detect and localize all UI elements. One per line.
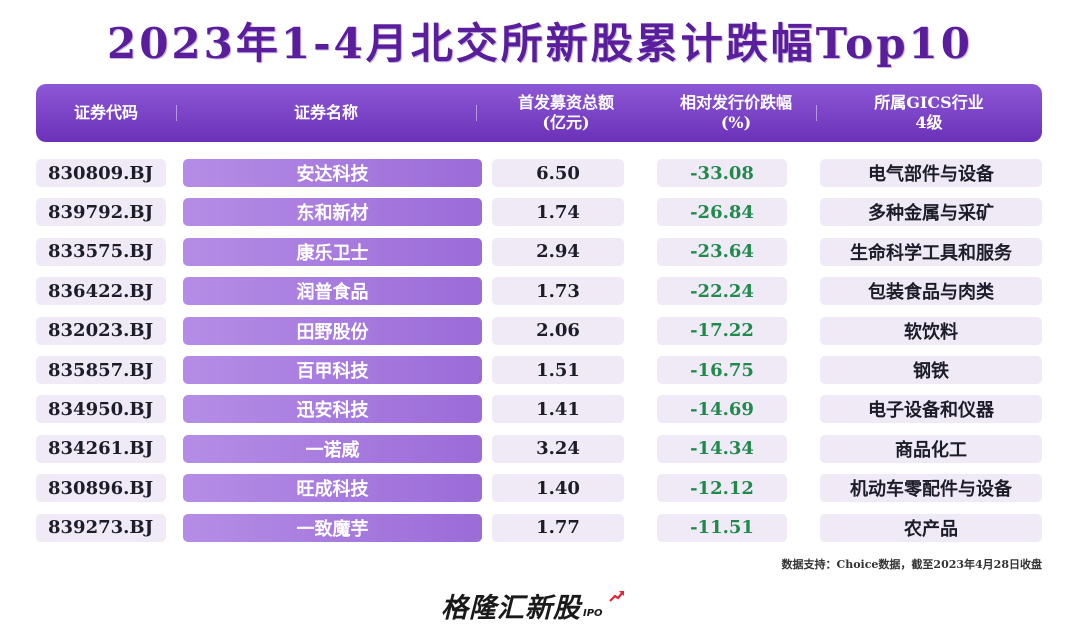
cell-amount: 2.06 bbox=[492, 316, 624, 345]
header-code: 证券代码 bbox=[36, 84, 176, 142]
cell-industry: 生命科学工具和服务 bbox=[820, 237, 1042, 266]
cell-name: 安达科技 bbox=[183, 159, 482, 187]
brand-logo: 格隆汇新股 IPO bbox=[441, 589, 624, 625]
cell-name: 迅安科技 bbox=[183, 395, 482, 424]
logo-text: 格隆汇新股 bbox=[441, 593, 581, 624]
cell-name: 旺成科技 bbox=[183, 474, 482, 503]
cell-name: 一致魔芋 bbox=[183, 513, 482, 542]
cell-name: 百甲科技 bbox=[183, 356, 482, 384]
header-code-label: 证券代码 bbox=[73, 103, 138, 122]
table-row: 832023.BJ 田野股份 2.06 -17.22 软饮料 bbox=[0, 316, 1080, 345]
cell-name: 一诺威 bbox=[183, 434, 482, 463]
logo-suffix: IPO bbox=[583, 608, 603, 619]
cell-industry: 商品化工 bbox=[820, 434, 1042, 463]
table-header: 证券代码 证券名称 首发募资总额 (亿元) 相对发行价跌幅 (%) 所属GICS… bbox=[36, 84, 1042, 142]
table-row: 834261.BJ 一诺威 3.24 -14.34 商品化工 bbox=[0, 434, 1080, 463]
cell-code: 835857.BJ bbox=[36, 356, 166, 384]
header-pct-label: 相对发行价跌幅 bbox=[679, 93, 792, 112]
cell-decline-pct: -23.64 bbox=[657, 237, 787, 266]
cell-name: 田野股份 bbox=[183, 316, 482, 345]
cell-code: 830809.BJ bbox=[36, 159, 166, 187]
cell-decline-pct: -26.84 bbox=[657, 198, 787, 227]
cell-decline-pct: -14.34 bbox=[657, 434, 787, 463]
header-divider bbox=[816, 105, 817, 121]
header-amount: 首发募资总额 (亿元) bbox=[476, 84, 656, 142]
cell-amount: 1.41 bbox=[492, 395, 624, 424]
table-row: 839792.BJ 东和新材 1.74 -26.84 多种金属与采矿 bbox=[0, 198, 1080, 227]
cell-industry: 电子设备和仪器 bbox=[820, 395, 1042, 424]
cell-code: 836422.BJ bbox=[36, 277, 166, 306]
chart-title: 2023年1-4月北交所新股累计跌幅Top10 bbox=[106, 19, 974, 68]
cell-code: 834950.BJ bbox=[36, 395, 166, 424]
cell-industry: 包装食品与肉类 bbox=[820, 277, 1042, 306]
header-industry: 所属GICS行业 4级 bbox=[816, 84, 1042, 142]
header-pct: 相对发行价跌幅 (%) bbox=[656, 84, 816, 142]
cell-amount: 1.40 bbox=[492, 474, 624, 503]
cell-amount: 1.51 bbox=[492, 356, 624, 384]
header-industry-level: 4级 bbox=[915, 113, 943, 132]
cell-name: 东和新材 bbox=[183, 198, 482, 227]
cell-industry: 多种金属与采矿 bbox=[820, 198, 1042, 227]
trend-arrow-icon bbox=[609, 591, 624, 602]
header-divider bbox=[476, 105, 477, 121]
cell-decline-pct: -17.22 bbox=[657, 316, 787, 345]
data-source-note: 数据支持：Choice数据，截至2023年4月28日收盘 bbox=[781, 558, 1042, 571]
header-name-label: 证券名称 bbox=[293, 103, 358, 122]
cell-amount: 3.24 bbox=[492, 434, 624, 463]
header-amount-label: 首发募资总额 bbox=[517, 93, 614, 112]
header-industry-label: 所属GICS行业 bbox=[874, 93, 984, 112]
header-divider bbox=[176, 105, 177, 121]
cell-name: 康乐卫士 bbox=[183, 237, 482, 266]
table-row: 830896.BJ 旺成科技 1.40 -12.12 机动车零配件与设备 bbox=[0, 474, 1080, 503]
cell-industry: 钢铁 bbox=[820, 356, 1042, 384]
cell-decline-pct: -12.12 bbox=[657, 474, 787, 503]
cell-industry: 农产品 bbox=[820, 513, 1042, 542]
table-row: 833575.BJ 康乐卫士 2.94 -23.64 生命科学工具和服务 bbox=[0, 237, 1080, 266]
table-row: 834950.BJ 迅安科技 1.41 -14.69 电子设备和仪器 bbox=[0, 395, 1080, 424]
header-name: 证券名称 bbox=[176, 84, 476, 142]
cell-decline-pct: -16.75 bbox=[657, 356, 787, 384]
header-amount-unit: (亿元) bbox=[542, 113, 590, 132]
cell-industry: 电气部件与设备 bbox=[820, 159, 1042, 187]
cell-decline-pct: -22.24 bbox=[657, 277, 787, 306]
cell-code: 839273.BJ bbox=[36, 513, 166, 542]
cell-code: 834261.BJ bbox=[36, 434, 166, 463]
cell-code: 830896.BJ bbox=[36, 474, 166, 503]
cell-amount: 2.94 bbox=[492, 237, 624, 266]
cell-code: 832023.BJ bbox=[36, 316, 166, 345]
header-pct-unit: (%) bbox=[720, 113, 752, 132]
cell-code: 833575.BJ bbox=[36, 237, 166, 266]
cell-decline-pct: -11.51 bbox=[657, 513, 787, 542]
cell-industry: 软饮料 bbox=[820, 316, 1042, 345]
cell-amount: 1.74 bbox=[492, 198, 624, 227]
table-row: 835857.BJ 百甲科技 1.51 -16.75 钢铁 bbox=[0, 356, 1080, 384]
cell-decline-pct: -14.69 bbox=[657, 395, 787, 424]
cell-industry: 机动车零配件与设备 bbox=[820, 474, 1042, 503]
cell-code: 839792.BJ bbox=[36, 198, 166, 227]
table-row: 836422.BJ 润普食品 1.73 -22.24 包装食品与肉类 bbox=[0, 277, 1080, 306]
table-row: 839273.BJ 一致魔芋 1.77 -11.51 农产品 bbox=[0, 513, 1080, 542]
cell-amount: 1.77 bbox=[492, 513, 624, 542]
cell-amount: 1.73 bbox=[492, 277, 624, 306]
cell-decline-pct: -33.08 bbox=[657, 159, 787, 187]
cell-name: 润普食品 bbox=[183, 277, 482, 306]
table-row: 830809.BJ 安达科技 6.50 -33.08 电气部件与设备 bbox=[0, 159, 1080, 187]
cell-amount: 6.50 bbox=[492, 159, 624, 187]
